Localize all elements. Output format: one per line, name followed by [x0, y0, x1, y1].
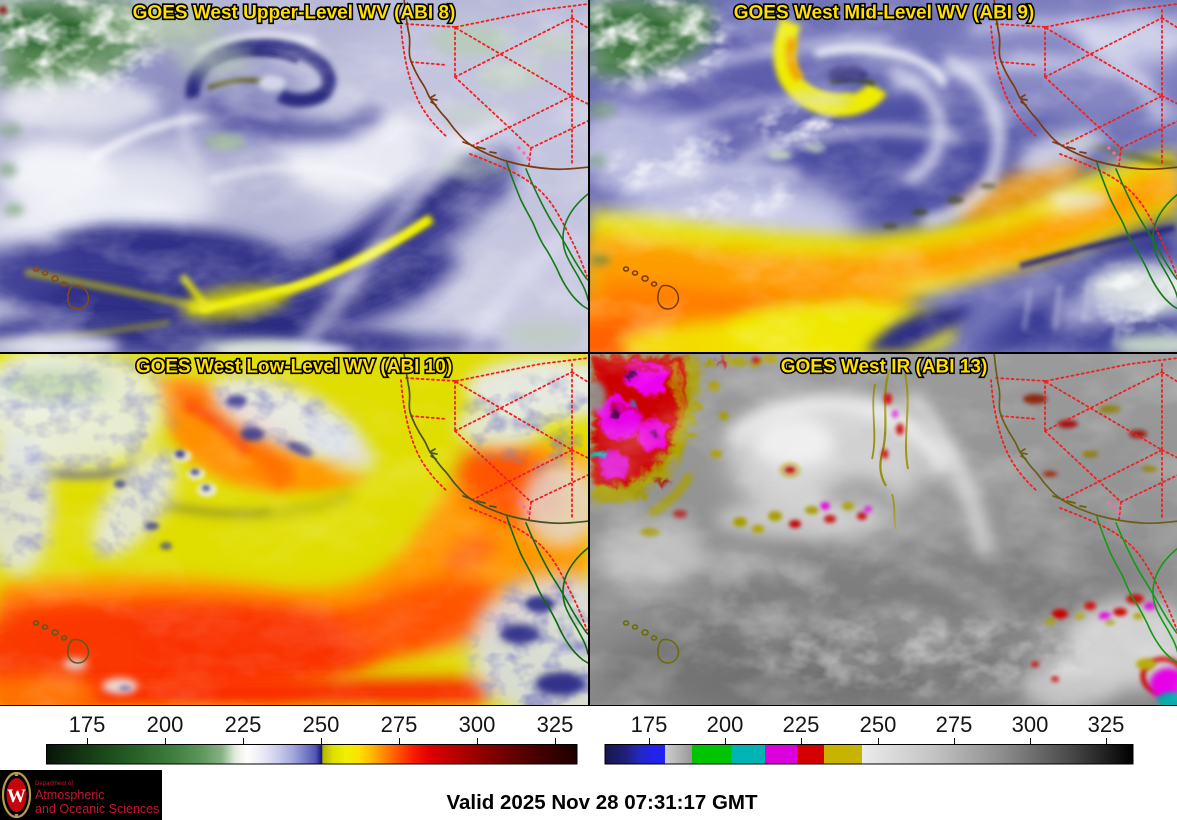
svg-text:Atmospheric: Atmospheric — [35, 788, 104, 802]
svg-text:Department of: Department of — [35, 781, 73, 787]
svg-text:GOES West Upper-Level WV (ABI: GOES West Upper-Level WV (ABI 8) — [133, 3, 456, 24]
svg-text:and Oceanic Sciences: and Oceanic Sciences — [35, 802, 159, 816]
svg-text:GOES West IR (ABI 13): GOES West IR (ABI 13) — [781, 357, 988, 378]
svg-text:GOES West Low-Level WV (ABI 10: GOES West Low-Level WV (ABI 10) — [136, 357, 452, 378]
svg-text:GOES West Mid-Level WV (ABI 9): GOES West Mid-Level WV (ABI 9) — [734, 3, 1035, 24]
svg-text:W: W — [7, 786, 26, 807]
